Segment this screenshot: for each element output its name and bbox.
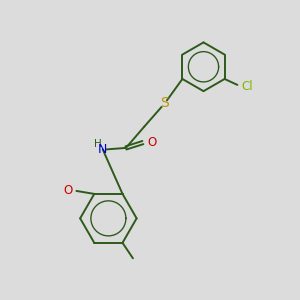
Text: O: O bbox=[147, 136, 157, 149]
Text: H: H bbox=[94, 139, 101, 149]
Text: Cl: Cl bbox=[241, 80, 253, 93]
Text: N: N bbox=[98, 143, 107, 156]
Text: O: O bbox=[64, 184, 73, 197]
Text: S: S bbox=[160, 96, 169, 110]
